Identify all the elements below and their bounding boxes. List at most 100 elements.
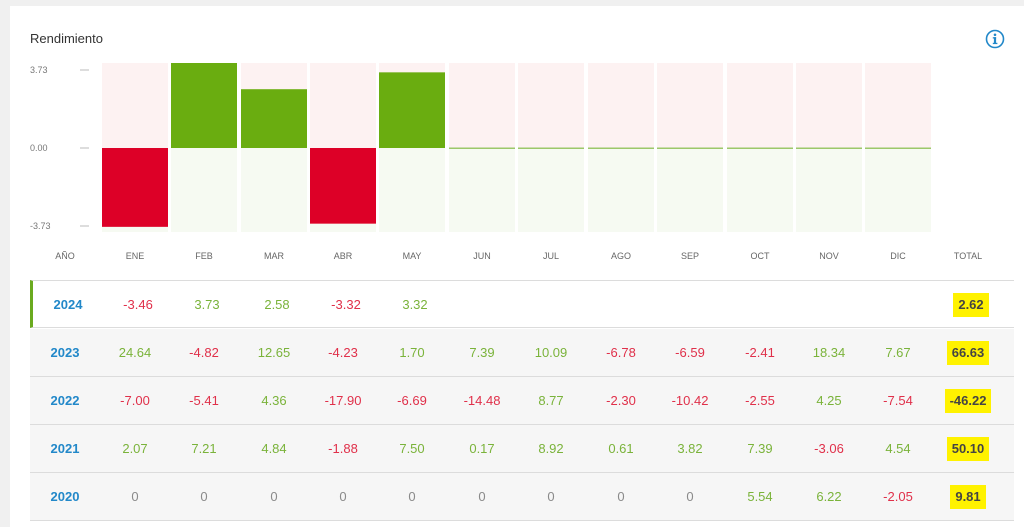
year-cell[interactable]: 2022 <box>50 393 80 408</box>
month-value-jun: 0.17 <box>469 441 495 456</box>
month-value-abr: -1.88 <box>328 441 358 456</box>
total-cell: -46.22 <box>938 377 998 425</box>
total-cell: 50.10 <box>938 425 998 473</box>
table-row-2023: 2023 24.64 -4.82 12.65 -4.23 1.70 7.39 10.09 -6.… <box>30 329 1014 377</box>
y-tick-label: 0.00 <box>30 143 48 153</box>
month-value-ene: 24.64 <box>118 345 152 360</box>
month-value-may: 1.70 <box>399 345 425 360</box>
highlighted-total: -46.22 <box>944 389 992 413</box>
month-value-ago <box>594 281 654 329</box>
negative-zone-bg <box>588 148 654 232</box>
year-cell[interactable]: 2021 <box>50 441 80 456</box>
highlighted-total: 9.81 <box>950 485 986 509</box>
month-value-jun: 7.39 <box>469 345 495 360</box>
month-value-oct: 5.54 <box>747 489 773 504</box>
bar-ago <box>588 147 654 149</box>
bar-dic <box>865 147 931 149</box>
month-value-oct: -2.55 <box>745 393 775 408</box>
month-value-jul: 0 <box>547 489 555 504</box>
month-value-ago: -2.30 <box>606 393 636 408</box>
month-value-abr: -3.32 <box>331 297 361 312</box>
y-tick-label: 3.73 <box>30 65 48 75</box>
bar-oct <box>727 147 793 149</box>
bar-ene <box>102 148 168 227</box>
month-value-ago: 0.61 <box>608 441 634 456</box>
month-value-mar: 0 <box>270 489 278 504</box>
month-value-sep: -10.42 <box>671 393 709 408</box>
month-value-dic <box>871 281 931 329</box>
month-value-jul: 8.92 <box>538 441 564 456</box>
info-icon[interactable] <box>985 29 1005 49</box>
column-header-feb: FEB <box>195 251 213 261</box>
month-value-sep: 0 <box>686 489 694 504</box>
month-value-oct <box>733 281 793 329</box>
bar-may <box>379 72 445 148</box>
column-header-may: MAY <box>403 251 422 261</box>
table-row-2020: 2020 0 0 0 0 0 0 0 0 0 5.54 6.22 -2.05 9.81 <box>30 473 1014 521</box>
positive-zone-bg <box>588 63 654 148</box>
highlighted-total: 66.63 <box>946 341 990 365</box>
year-cell[interactable]: 2024 <box>53 297 83 312</box>
month-value-may: 3.32 <box>402 297 428 312</box>
column-header-año: AÑO <box>55 251 75 261</box>
month-value-sep: -6.59 <box>675 345 705 360</box>
positive-zone-bg <box>518 63 584 148</box>
table-row-2021: 2021 2.07 7.21 4.84 -1.88 7.50 0.17 8.92 0.61 3.8… <box>30 425 1014 473</box>
column-header-nov: NOV <box>819 251 839 261</box>
month-value-ene: 0 <box>131 489 139 504</box>
column-header-mar: MAR <box>264 251 285 261</box>
month-value-feb: -5.41 <box>189 393 219 408</box>
column-header-sep: SEP <box>681 251 699 261</box>
month-value-nov: 4.25 <box>816 393 842 408</box>
negative-zone-bg <box>657 148 723 232</box>
month-value-nov <box>802 281 862 329</box>
month-value-abr: -4.23 <box>328 345 358 360</box>
table-row-2024: 2024 -3.46 3.73 2.58 -3.32 3.32 2.62 <box>30 280 1014 328</box>
year-cell[interactable]: 2023 <box>50 345 80 360</box>
month-value-feb: 7.21 <box>191 441 217 456</box>
month-value-jun: -14.48 <box>463 393 501 408</box>
month-value-dic: 7.67 <box>885 345 911 360</box>
month-value-nov: -3.06 <box>814 441 844 456</box>
month-value-mar: 4.36 <box>261 393 287 408</box>
column-header-ene: ENE <box>126 251 145 261</box>
month-value-ene: -7.00 <box>120 393 150 408</box>
column-header-oct: OCT <box>751 251 771 261</box>
month-value-mar: 4.84 <box>261 441 287 456</box>
month-value-jul: 8.77 <box>538 393 564 408</box>
month-value-abr: -17.90 <box>324 393 362 408</box>
month-value-mar: 2.58 <box>264 297 290 312</box>
negative-zone-bg <box>379 148 445 232</box>
month-value-feb: 0 <box>200 489 208 504</box>
table-row-2022: 2022 -7.00 -5.41 4.36 -17.90 -6.69 -14.48 8.77 -… <box>30 377 1014 425</box>
negative-zone-bg <box>518 148 584 232</box>
month-value-jul: 10.09 <box>534 345 568 360</box>
month-value-jun: 0 <box>478 489 486 504</box>
month-value-nov: 6.22 <box>816 489 842 504</box>
month-value-sep: 3.82 <box>677 441 703 456</box>
positive-zone-bg <box>796 63 862 148</box>
column-header-jun: JUN <box>473 251 491 261</box>
panel-title: Rendimiento <box>30 31 103 46</box>
column-header-total: TOTAL <box>954 251 982 261</box>
month-value-mar: 12.65 <box>257 345 291 360</box>
bar-feb <box>171 63 237 148</box>
positive-zone-bg <box>865 63 931 148</box>
negative-zone-bg <box>241 148 307 232</box>
bar-sep <box>657 147 723 149</box>
month-value-may: 7.50 <box>399 441 425 456</box>
month-value-may: 0 <box>408 489 416 504</box>
negative-zone-bg <box>171 148 237 232</box>
month-value-jun <box>455 281 515 329</box>
positive-zone-bg <box>449 63 515 148</box>
monthly-return-chart: 3.73 0.00 -3.73 AÑO ENE FEB MAR ABR MAY JUN JUL AGO… <box>30 63 982 261</box>
year-cell[interactable]: 2020 <box>50 489 80 504</box>
month-value-abr: 0 <box>339 489 347 504</box>
highlighted-total: 2.62 <box>953 293 989 317</box>
month-value-jul <box>524 281 584 329</box>
month-value-dic: -7.54 <box>883 393 913 408</box>
month-value-ene: 2.07 <box>122 441 148 456</box>
month-value-ago: 0 <box>617 489 625 504</box>
bar-nov <box>796 147 862 149</box>
total-cell: 9.81 <box>938 473 998 521</box>
